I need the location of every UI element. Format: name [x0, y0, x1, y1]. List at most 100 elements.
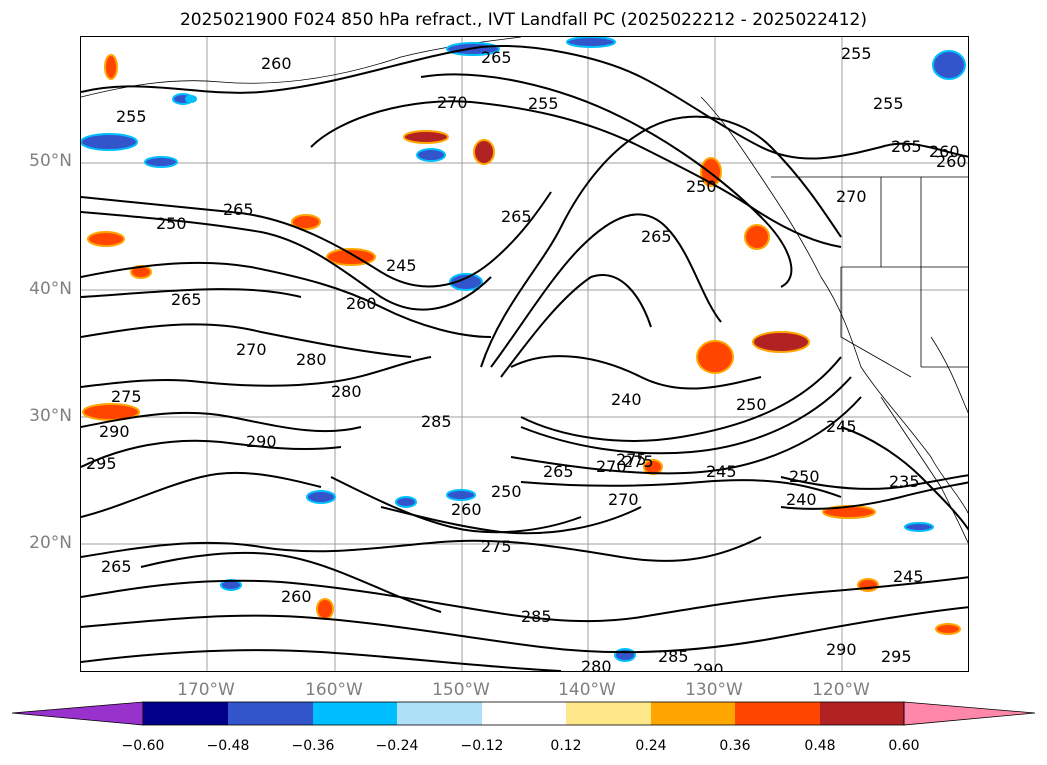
colorbar-segment [228, 702, 313, 725]
colorbar-segment [735, 702, 820, 725]
blob-red [104, 54, 118, 80]
colorbar-arrow-left [11, 701, 144, 726]
contour-line [520, 356, 842, 442]
contour-label: 275 [623, 452, 654, 471]
blob-red [87, 231, 125, 247]
lon-label-150w: 150°W [432, 680, 490, 700]
lon-label-160w: 160°W [305, 680, 363, 700]
contour-label: 270 [437, 93, 468, 112]
contour-line [81, 261, 492, 338]
colorbar-tick: 0.12 [550, 738, 582, 754]
colorbar-tick: −0.12 [460, 738, 504, 754]
contour-line [490, 213, 722, 368]
contour-label: 260 [451, 500, 482, 519]
contour-label: 260 [936, 152, 967, 171]
contour-label: 270 [836, 187, 867, 206]
contour-label: 295 [881, 647, 912, 666]
contour-line [780, 474, 968, 490]
blob-blue [446, 489, 476, 501]
lon-label-130w: 130°W [685, 680, 743, 700]
contour-line [81, 649, 562, 671]
blob-red [403, 130, 449, 144]
colorbar-tick: −0.24 [375, 738, 419, 754]
contour-line [780, 481, 968, 510]
map-canvas: 265 255 260 270 255 255 250 265 260 265 … [81, 37, 968, 672]
contour-label: 265 [543, 462, 574, 481]
contour-label: 280 [581, 657, 612, 672]
contour-label: 265 [101, 557, 132, 576]
contour-label: 270 [236, 340, 267, 359]
colorbar-tick: 0.48 [804, 738, 836, 754]
gridlines [81, 37, 968, 671]
state-border-5 [840, 267, 912, 378]
blob-blue [185, 95, 197, 103]
contour-label: 245 [706, 462, 737, 481]
contour-line [81, 45, 968, 160]
contour-label: 255 [528, 94, 559, 113]
coastlines [81, 37, 968, 544]
blob-blue [81, 133, 138, 151]
contour-label: 265 [481, 48, 512, 67]
blob-red [291, 214, 321, 230]
contours [81, 45, 968, 671]
colorbar-tick: −0.60 [121, 738, 165, 754]
contour-line [330, 476, 582, 534]
contour-line [840, 426, 968, 531]
lon-label-170w: 170°W [177, 680, 235, 700]
contour-label: 285 [521, 607, 552, 626]
contour-line [520, 376, 852, 455]
lat-label-40n: 40°N [29, 279, 72, 299]
blob-blue [144, 156, 178, 168]
contour-label: 270 [608, 490, 639, 509]
contour-label: 280 [331, 382, 362, 401]
colorbar-tick: 0.60 [888, 738, 920, 754]
colorbar-tick: 0.24 [635, 738, 667, 754]
contour-label: 260 [261, 54, 292, 73]
contour-line [81, 211, 492, 311]
contour-label: 285 [658, 647, 689, 666]
contour-label: 290 [246, 432, 277, 451]
colorbar-segment [397, 702, 482, 725]
map-title: 2025021900 F024 850 hPa refract., IVT La… [179, 10, 867, 30]
contour-line [310, 100, 842, 248]
colorbar-arrow-right [903, 701, 1036, 726]
contour-label: 245 [893, 567, 924, 586]
colorbar-segment [143, 702, 228, 725]
colorbar-tick: 0.36 [719, 738, 751, 754]
contour-label: 270 [596, 457, 627, 476]
colorbar-segment [313, 702, 397, 725]
blob-red [473, 139, 495, 165]
colorbar-segment [820, 702, 904, 725]
contour-line [480, 115, 842, 368]
contour-label: 295 [86, 454, 117, 473]
contour-label: 260 [929, 142, 960, 161]
blob-blue [904, 522, 934, 532]
mainland-mexico-coast [930, 336, 968, 414]
contour-label: 250 [736, 395, 767, 414]
contour-line [380, 506, 642, 535]
contour-label: 245 [386, 256, 417, 275]
lat-label-20n: 20°N [29, 533, 72, 553]
contour-label: 260 [346, 294, 377, 313]
colorbar-segment [482, 702, 566, 725]
contour-label: 265 [223, 200, 254, 219]
blob-red [696, 340, 734, 374]
contour-line [81, 323, 412, 358]
blob-blue [395, 496, 417, 508]
colorbar-segment [651, 702, 735, 725]
contour-line [500, 274, 652, 378]
contour-label: 265 [501, 207, 532, 226]
contour-line [81, 288, 302, 298]
contour-line [81, 536, 762, 562]
blob-blue [449, 273, 483, 291]
contour-label: 240 [786, 490, 817, 509]
contour-label: 290 [693, 660, 724, 672]
contour-line [510, 355, 762, 390]
contour-line [81, 471, 322, 518]
contour-line [81, 356, 432, 388]
lat-label-30n: 30°N [29, 406, 72, 426]
contour-line [420, 73, 793, 288]
contour-labels: 265 255 260 270 255 255 250 265 260 265 … [86, 44, 967, 672]
blob-blue [614, 648, 636, 662]
colorbar-tick: −0.48 [206, 738, 250, 754]
